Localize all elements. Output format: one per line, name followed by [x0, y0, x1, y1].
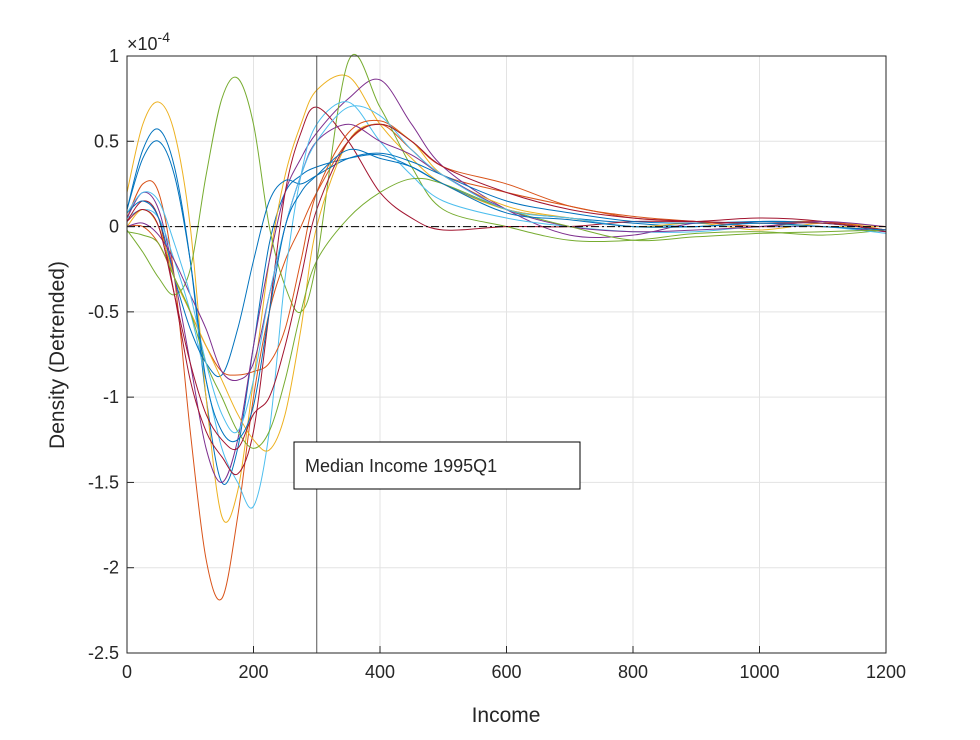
- annotation-text: Median Income 1995Q1: [305, 456, 497, 476]
- svg-text:×10-4: ×10-4: [127, 29, 170, 54]
- y-exponent: ×10-4: [127, 29, 170, 54]
- x-tick-label: 0: [122, 662, 132, 682]
- y-tick-label: -1.5: [88, 472, 119, 492]
- y-tick-label: 0.5: [94, 131, 119, 151]
- y-axis-label: Density (Detrended): [46, 261, 69, 449]
- x-tick-label: 1200: [866, 662, 906, 682]
- series-line-15: [126, 140, 887, 443]
- series-lines: [126, 53, 887, 601]
- series-line-4: [126, 78, 887, 483]
- x-tick-label: 800: [618, 662, 648, 682]
- y-tick-label: -2: [103, 558, 119, 578]
- y-tick-label: 0: [109, 217, 119, 237]
- series-line-12: [126, 177, 887, 449]
- series-line-8: [126, 152, 887, 378]
- times-sign: ×: [127, 34, 138, 54]
- y-tick-label: -2.5: [88, 643, 119, 663]
- x-tick-label: 200: [238, 662, 268, 682]
- series-line-14: [126, 123, 887, 451]
- annotation-box: Median Income 1995Q1: [293, 441, 581, 490]
- grid: [126, 55, 887, 654]
- ticks: 0 200 400 600 800 1000 1200 1 0.5 0 -0.5 -1 -1.5 -2 -2…: [88, 46, 906, 682]
- x-tick-label: 600: [491, 662, 521, 682]
- x-tick-label: 1000: [739, 662, 779, 682]
- y-tick-label: -0.5: [88, 302, 119, 322]
- x-axis-label: Income: [472, 704, 541, 727]
- y-tick-label: 1: [109, 46, 119, 66]
- x-tick-label: 400: [365, 662, 395, 682]
- y-tick-label: -1: [103, 387, 119, 407]
